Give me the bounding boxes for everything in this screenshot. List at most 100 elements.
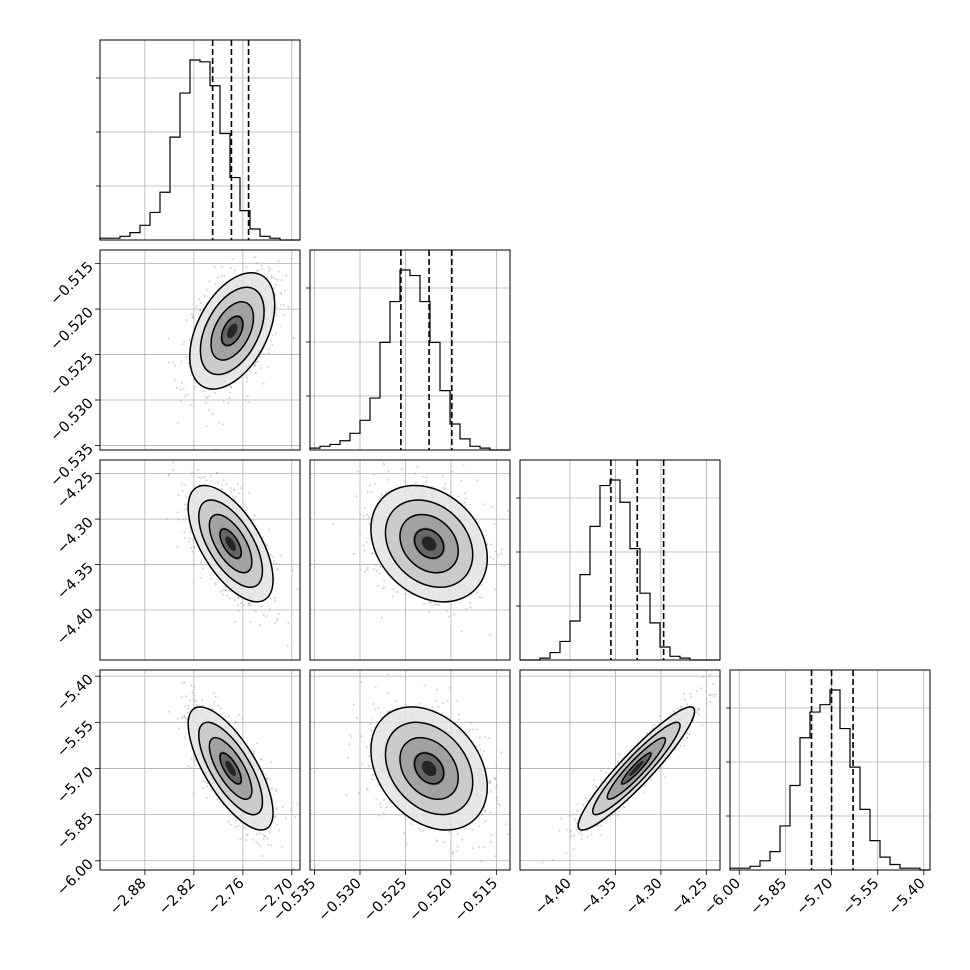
sample-point xyxy=(429,601,432,604)
sample-point xyxy=(381,616,384,619)
sample-point xyxy=(189,531,192,534)
sample-point xyxy=(276,278,279,281)
density-level xyxy=(225,536,236,551)
sample-point xyxy=(441,702,444,705)
sample-point xyxy=(208,395,211,398)
contour-line xyxy=(189,271,276,390)
sample-point xyxy=(255,262,258,265)
sample-point xyxy=(262,833,265,836)
sample-point xyxy=(368,755,371,757)
sample-point xyxy=(239,487,242,490)
sample-point xyxy=(234,721,237,724)
sample-point xyxy=(267,351,270,354)
sample-point xyxy=(203,294,206,297)
sample-point xyxy=(222,479,225,482)
sample-point xyxy=(221,266,224,268)
sample-point xyxy=(224,589,226,592)
sample-point xyxy=(226,594,229,597)
sample-point xyxy=(254,371,257,374)
sample-point xyxy=(386,673,389,676)
sample-point xyxy=(480,596,483,599)
sample-point xyxy=(252,518,255,521)
sample-point xyxy=(183,736,186,739)
sample-point xyxy=(489,811,492,814)
sample-point xyxy=(284,289,286,292)
sample-point xyxy=(352,703,355,706)
sample-point xyxy=(230,386,233,389)
sample-point xyxy=(195,305,198,308)
sample-point xyxy=(237,609,240,612)
sample-point xyxy=(457,713,460,716)
sample-point xyxy=(266,777,268,780)
sample-point xyxy=(245,375,248,377)
sample-point xyxy=(494,855,497,858)
sample-point xyxy=(350,736,353,739)
sample-point xyxy=(503,565,506,568)
sample-point xyxy=(274,600,277,602)
sample-point xyxy=(586,835,589,838)
sample-point xyxy=(267,266,270,269)
sample-point xyxy=(480,584,483,587)
sample-point xyxy=(180,360,183,363)
sample-point xyxy=(179,399,182,402)
sample-point xyxy=(259,844,262,847)
sample-point xyxy=(369,484,372,487)
sample-point xyxy=(495,764,498,767)
sample-point xyxy=(271,555,274,558)
sample-point xyxy=(219,707,222,710)
sample-point xyxy=(374,708,377,711)
sample-point xyxy=(253,363,256,366)
sample-point xyxy=(484,820,487,823)
sample-point xyxy=(238,713,241,716)
sample-point xyxy=(363,549,366,552)
sample-point xyxy=(367,516,370,519)
panel-frame xyxy=(519,459,721,661)
sample-point xyxy=(484,808,487,811)
sample-point xyxy=(262,382,265,385)
sample-point xyxy=(388,710,391,713)
sample-point xyxy=(452,852,455,855)
sample-point xyxy=(279,554,282,557)
sample-point xyxy=(500,751,503,754)
sample-point xyxy=(360,680,363,683)
sample-point xyxy=(431,706,434,708)
sample-point xyxy=(248,604,250,607)
sample-point xyxy=(369,722,372,725)
sample-point xyxy=(187,765,190,768)
sample-point xyxy=(494,550,497,553)
sample-point xyxy=(227,401,230,404)
sample-point xyxy=(193,700,196,703)
sample-point xyxy=(362,544,365,547)
sample-point xyxy=(418,702,421,705)
sample-point xyxy=(486,543,489,546)
sample-point xyxy=(201,698,204,701)
sample-point xyxy=(214,283,217,286)
contour-line xyxy=(413,752,445,785)
sample-point xyxy=(191,315,194,318)
contour-line xyxy=(370,484,489,603)
sample-point xyxy=(186,711,189,714)
sample-point xyxy=(291,569,294,572)
sample-point xyxy=(683,693,685,696)
sample-point xyxy=(168,473,171,475)
sample-point xyxy=(294,816,297,818)
sample-point xyxy=(202,787,205,790)
sample-point xyxy=(185,356,188,359)
sample-point xyxy=(188,699,191,702)
sample-point xyxy=(365,787,368,790)
contour-line xyxy=(384,721,474,816)
sample-point xyxy=(242,604,245,606)
sample-point xyxy=(274,790,277,793)
panel-inner xyxy=(100,670,300,870)
contour-line xyxy=(198,499,264,589)
sample-point xyxy=(464,497,467,500)
sample-point xyxy=(227,820,230,823)
sample-point xyxy=(444,482,447,485)
sample-point xyxy=(182,518,185,521)
sample-point xyxy=(274,332,277,335)
sample-point xyxy=(490,505,493,508)
sample-point xyxy=(259,758,262,761)
sample-point xyxy=(478,736,481,739)
sample-point xyxy=(371,717,374,720)
sample-point xyxy=(270,761,273,764)
